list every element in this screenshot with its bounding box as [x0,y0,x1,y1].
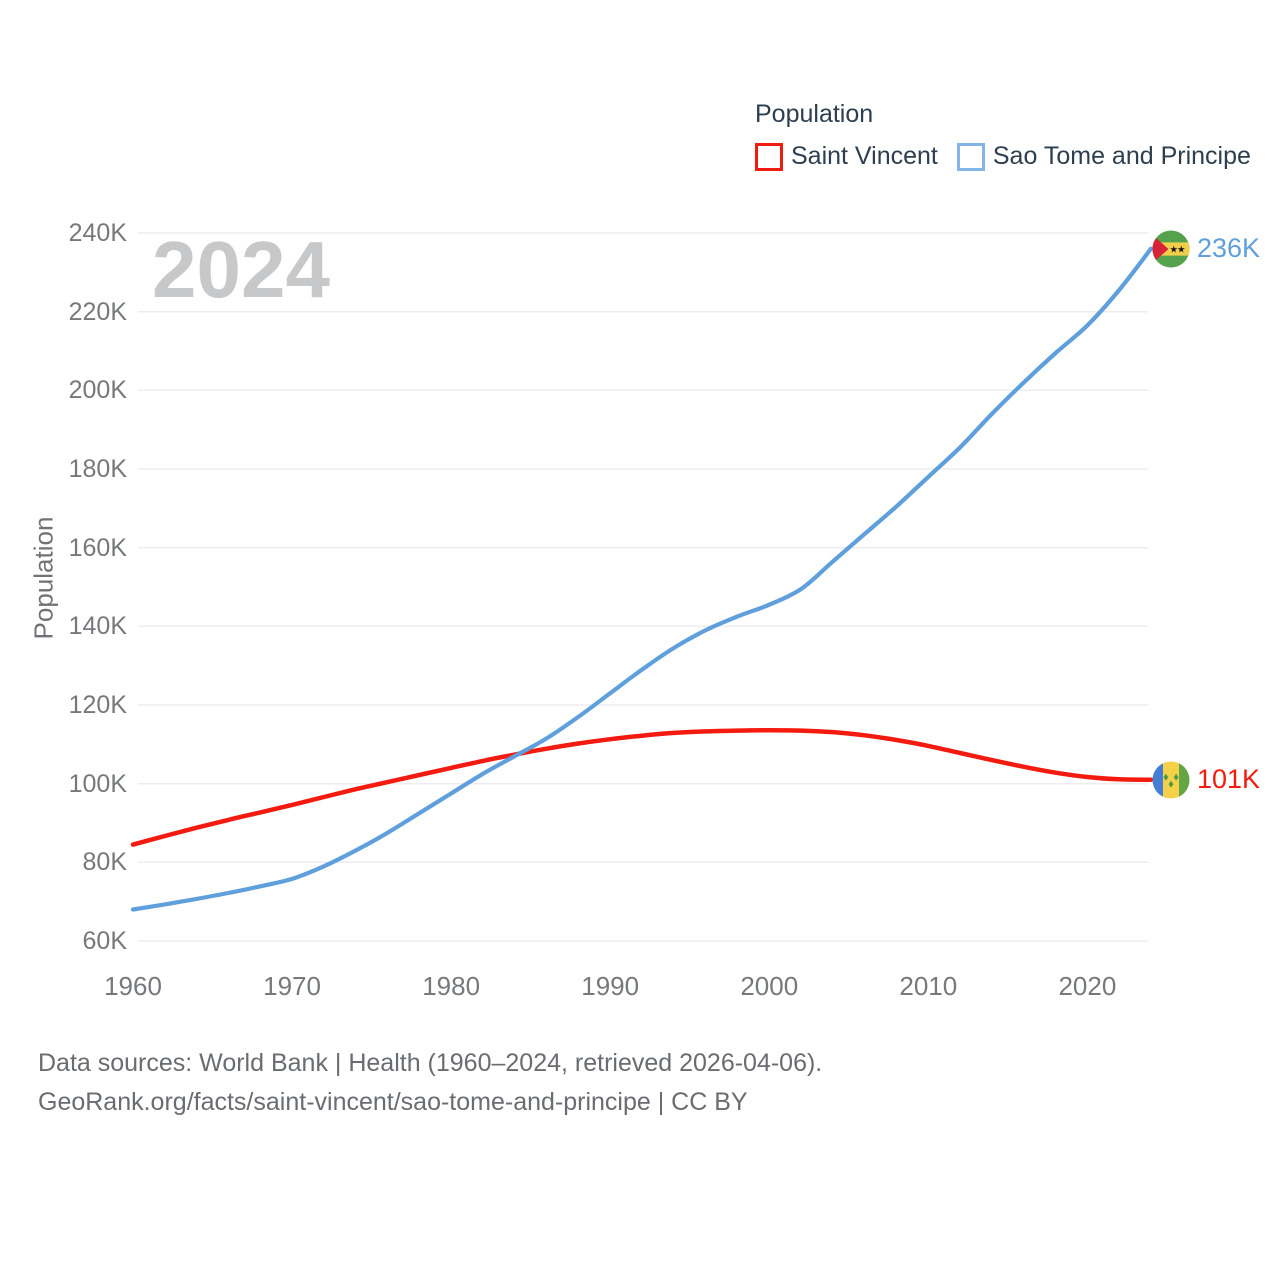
x-tick-label: 2000 [740,971,799,1001]
legend-title: Population [755,100,874,128]
y-tick-label: 120K [68,691,127,719]
end-label-sao-tome-and-principe: ★★ 236K [1152,230,1260,268]
y-tick-label: 180K [68,455,127,483]
x-tick-label: 1960 [104,971,162,1001]
x-tick-label: 1990 [581,971,640,1001]
legend-item-label: Saint Vincent [791,142,938,170]
legend-item-saint-vincent[interactable]: Saint Vincent [755,142,938,171]
end-label-saint-vincent: 101K [1152,761,1260,799]
saint-vincent-flag-icon [1152,761,1190,799]
series-line-sao-tome-and-principe [130,246,1154,912]
y-tick-label: 200K [68,376,127,405]
end-value-sao-tome: 236K [1197,233,1261,264]
y-tick-label: 100K [68,769,127,798]
footer-url-line: GeoRank.org/facts/saint-vincent/sao-tome… [38,1088,748,1116]
y-tick-label: 220K [68,297,127,326]
y-tick-label: 80K [82,848,127,877]
legend-items: Saint Vincent Sao Tome and Principe [755,142,1251,171]
footer-source-line: Data sources: World Bank | Health (1960–… [38,1049,823,1077]
y-tick-label: 60K [82,927,127,955]
x-tick-label: 1970 [263,971,321,1001]
x-tick-label: 1980 [422,971,481,1001]
x-tick-label: 2020 [1058,971,1117,1001]
footer-attribution: Data sources: World Bank | Health (1960–… [38,1044,822,1122]
series-line-saint-vincent [130,727,1154,847]
legend-item-sao-tome-and-principe[interactable]: Sao Tome and Principe [956,142,1251,171]
sao-tome-flag-icon: ★★ [1152,230,1190,268]
y-tick-label: 160K [68,533,127,562]
legend: Population Saint Vincent Sao Tome and Pr… [755,100,1251,171]
sao-tome-color-swatch [956,142,985,171]
watermark-year: 2024 [152,225,330,314]
end-value-saint-vincent: 101K [1197,764,1261,795]
y-tick-label: 140K [68,612,127,641]
plot-area [130,232,1158,942]
saint-vincent-color-swatch [755,142,783,171]
y-tick-label: 240K [68,219,127,247]
svg-text:★★: ★★ [1170,244,1186,255]
x-tick-label: 2010 [899,971,958,1001]
legend-item-label: Sao Tome and Principe [992,142,1251,170]
